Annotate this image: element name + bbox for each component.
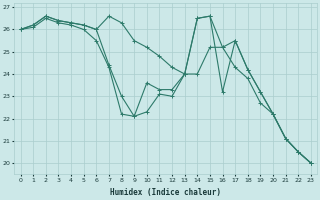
X-axis label: Humidex (Indice chaleur): Humidex (Indice chaleur) <box>110 188 221 197</box>
